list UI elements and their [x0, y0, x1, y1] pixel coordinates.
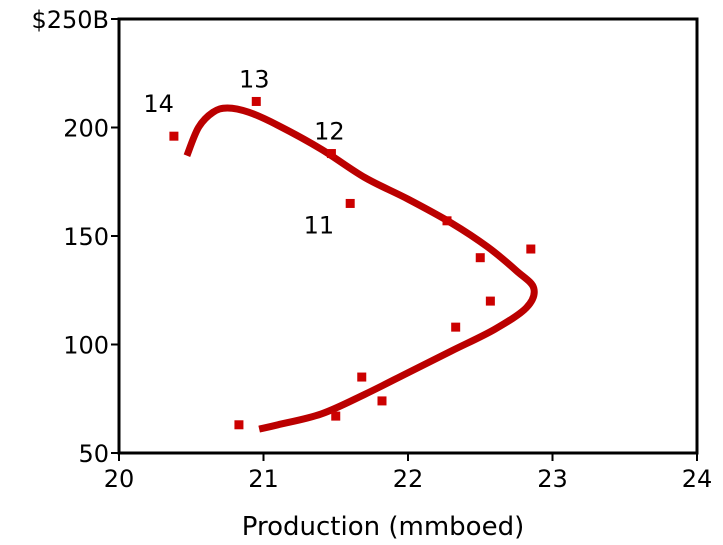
- x-tick-label: 21: [248, 465, 279, 493]
- x-tick-label: 24: [682, 465, 713, 493]
- x-tick-label: 22: [393, 465, 424, 493]
- data-point: [475, 253, 485, 263]
- plot-frame: [117, 17, 699, 455]
- data-point: [326, 149, 336, 159]
- x-axis-title: Production (mmboed): [242, 512, 524, 542]
- x-tick-label: 23: [537, 465, 568, 493]
- data-point: [442, 216, 452, 226]
- x-tick-label: 20: [104, 465, 135, 493]
- data-point: [377, 396, 387, 406]
- data-point-label: 11: [304, 211, 335, 239]
- trend-curve-layer: [183, 104, 538, 433]
- y-tick-label: $250B: [31, 6, 109, 34]
- data-point: [251, 96, 261, 106]
- data-point: [357, 372, 367, 382]
- data-point: [485, 296, 495, 306]
- data-point-label: 13: [239, 65, 270, 93]
- x-axis: 20 21 22 23 24: [104, 453, 713, 493]
- data-point: [331, 411, 341, 421]
- data-points-layer: 14 13 12 11: [143, 65, 536, 430]
- data-point-label: 12: [314, 118, 345, 146]
- y-tick-label: 50: [78, 440, 109, 468]
- trend-curve: [183, 104, 538, 433]
- data-point: [345, 198, 355, 208]
- data-point: [526, 244, 536, 254]
- data-point: [451, 322, 461, 332]
- y-axis: 50 100 150 200 $250B: [31, 6, 119, 468]
- y-tick-label: 100: [63, 332, 109, 360]
- data-point-label: 14: [143, 90, 174, 118]
- data-point: [169, 131, 179, 141]
- data-point: [234, 420, 244, 430]
- y-tick-label: 150: [63, 223, 109, 251]
- y-tick-label: 200: [63, 115, 109, 143]
